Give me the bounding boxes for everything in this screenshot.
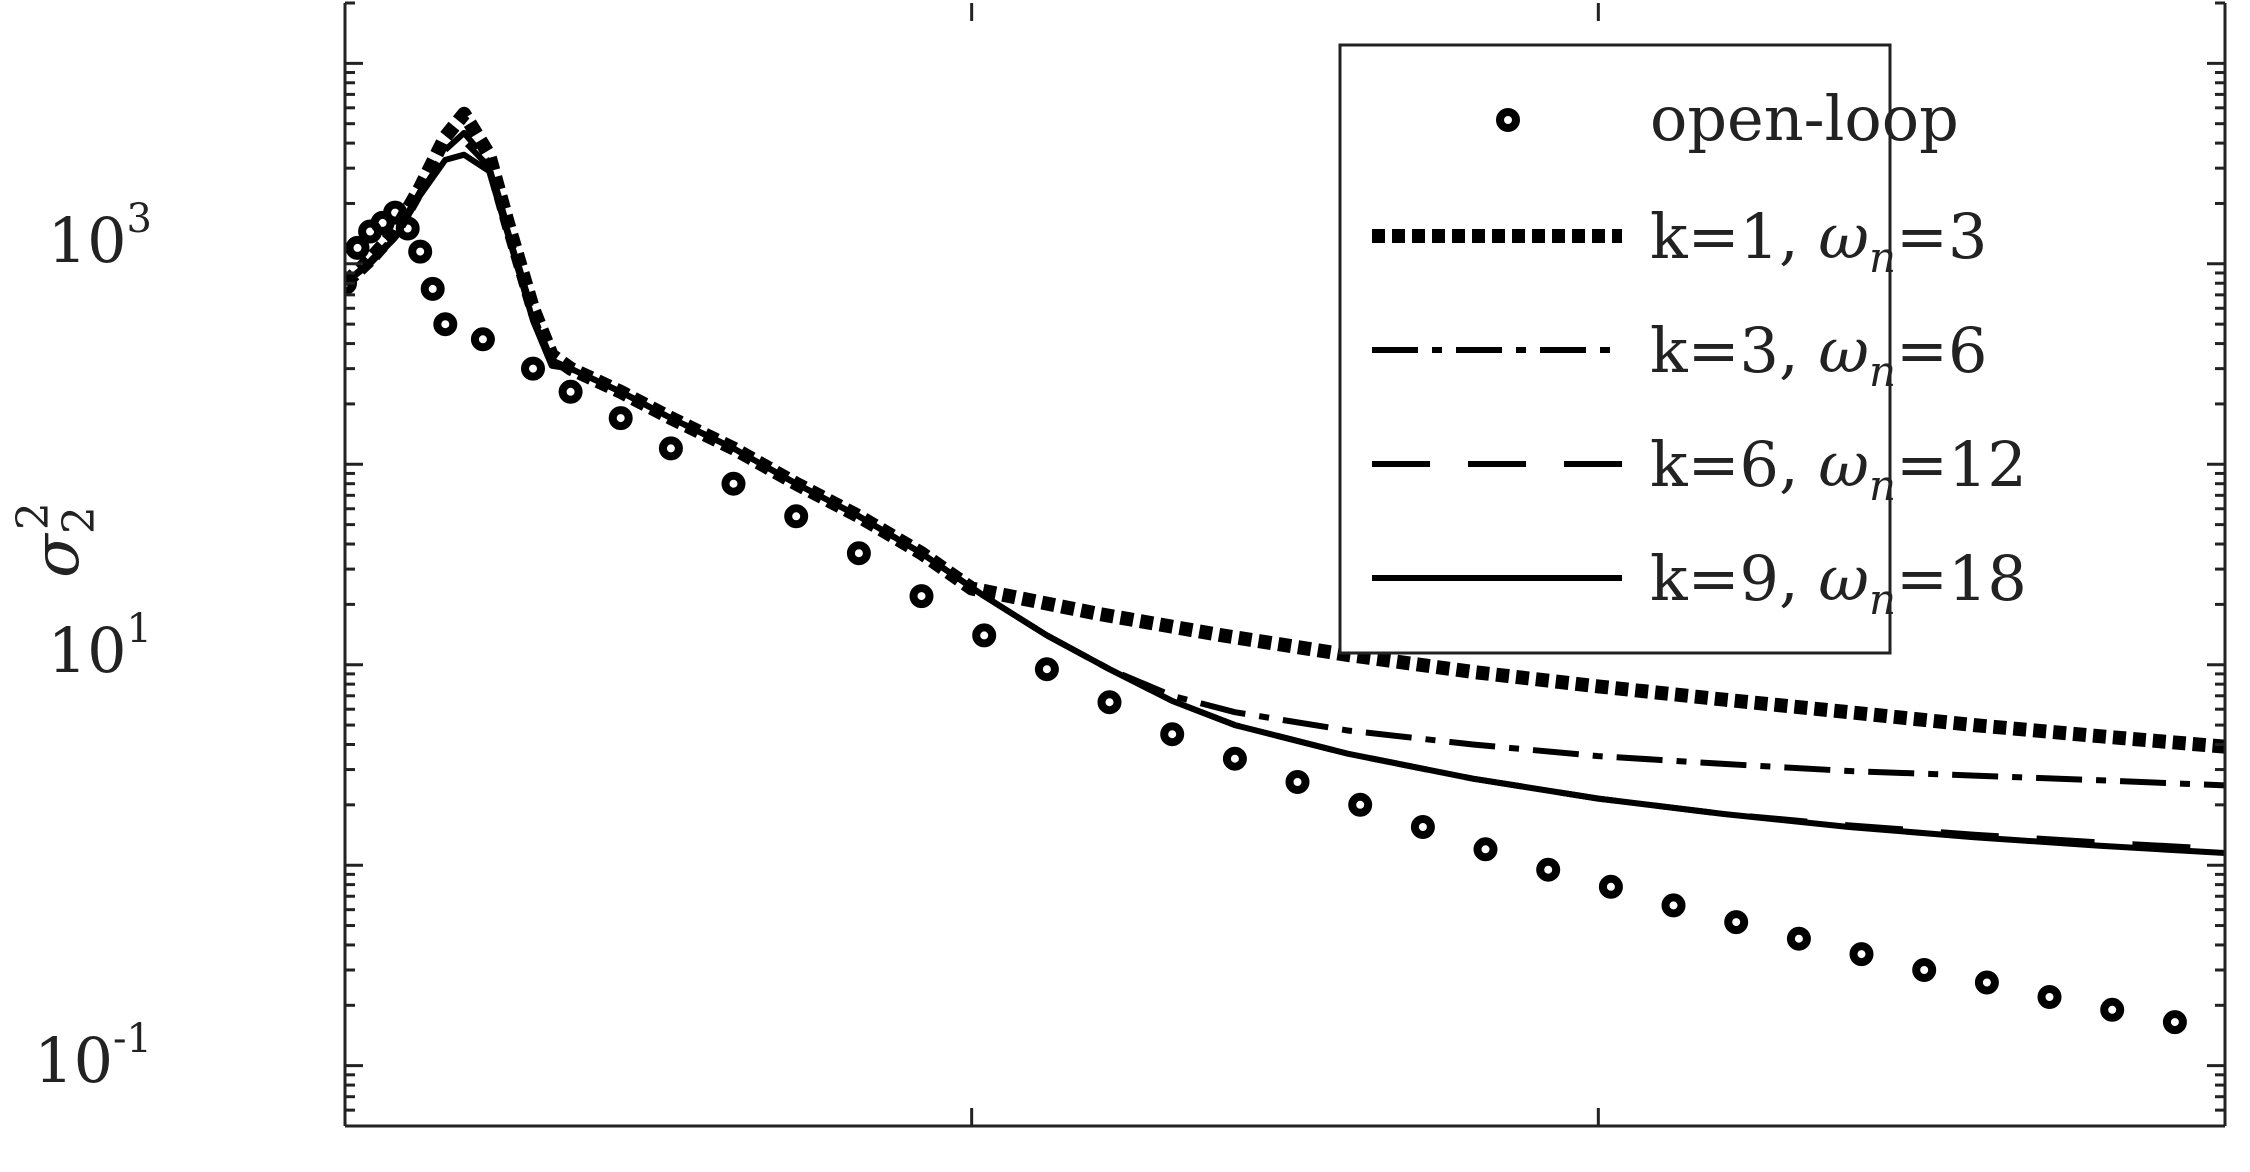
svg-text:101: 101 (48, 606, 152, 687)
open-loop-point (2100, 997, 2125, 1022)
open-loop-point (608, 406, 633, 431)
open-loop-point (721, 471, 746, 496)
open-loop-point (1160, 722, 1185, 747)
y-tick-label-1000: 103 (48, 196, 152, 277)
open-loop-point (1034, 657, 1059, 682)
open-loop-point (395, 216, 420, 241)
open-loop-point (658, 436, 683, 461)
y-axis-label-subscript: 2 (54, 506, 105, 534)
svg-text:103: 103 (48, 196, 152, 277)
open-loop-point (433, 312, 458, 337)
legend-label-open-loop: open-loop (1650, 82, 1959, 155)
open-loop-point (383, 200, 408, 225)
open-loop-point (420, 276, 445, 301)
open-loop-point (1912, 958, 1937, 982)
open-loop-point (972, 623, 997, 648)
open-loop-point (1724, 910, 1749, 935)
legend-label-k1: k=1, ωn=3 (1650, 200, 1987, 282)
open-loop-point (1598, 874, 1623, 899)
series-line-dashdot (345, 129, 2225, 789)
open-loop-point (2037, 985, 2062, 1009)
open-loop-point (1222, 746, 1247, 771)
legend-entry-k3: k=3, ωn=6 (1372, 314, 1987, 396)
open-loop-point (345, 235, 370, 260)
y-tick-label-0.1: 10-1 (34, 1016, 152, 1097)
legend-label-k9: k=9, ωn=18 (1650, 542, 2027, 624)
open-loop-point (558, 379, 583, 404)
legend-box (1338, 43, 1892, 655)
legend-entry-k6: k=6, ωn=12 (1372, 428, 2027, 510)
svg-text:σ22: σ22 (8, 502, 105, 578)
svg-text:10-1: 10-1 (34, 1016, 152, 1097)
y-tick-label-10: 101 (48, 606, 152, 687)
y-axis-label: σ22 (8, 502, 105, 578)
open-loop-point (909, 584, 934, 609)
series-line-solid (345, 151, 2225, 856)
plot-layer (345, 106, 2225, 1035)
legend-entry-k9: k=9, ωn=18 (1372, 542, 2027, 624)
open-loop-point (1285, 770, 1310, 794)
y-axis-label-symbol: σ (20, 532, 94, 578)
open-loop-point (1536, 857, 1561, 882)
axes-layer (343, 1, 2227, 1128)
open-loop-point (1473, 837, 1498, 862)
open-loop-point (408, 239, 433, 264)
open-loop-point (1661, 893, 1686, 918)
open-loop-point (521, 356, 545, 381)
legend-entry-k1: k=1, ωn=3 (1372, 200, 1987, 282)
open-loop-point (1348, 792, 1373, 817)
open-loop-point (1974, 970, 1999, 995)
open-loop-point (1097, 690, 1122, 715)
y-axis-label-superscript: 2 (8, 502, 59, 530)
open-loop-point (470, 327, 495, 352)
open-loop-point (784, 504, 809, 529)
legend: open-loop k=1, ωn=3 k=3, ωn=6 k=6, ωn=12… (1338, 43, 2027, 655)
legend-label-k3: k=3, ωn=6 (1650, 314, 1987, 396)
legend-label-k6: k=6, ωn=12 (1650, 428, 2027, 510)
open-loop-point (2162, 1010, 2187, 1035)
legend-entry-open-loop: open-loop (1496, 82, 1959, 155)
open-loop-point (1849, 942, 1874, 967)
open-loop-point (1786, 926, 1811, 951)
legend-marker-circle (1496, 108, 1520, 132)
open-loop-point (1410, 815, 1435, 839)
open-loop-point (846, 541, 871, 566)
